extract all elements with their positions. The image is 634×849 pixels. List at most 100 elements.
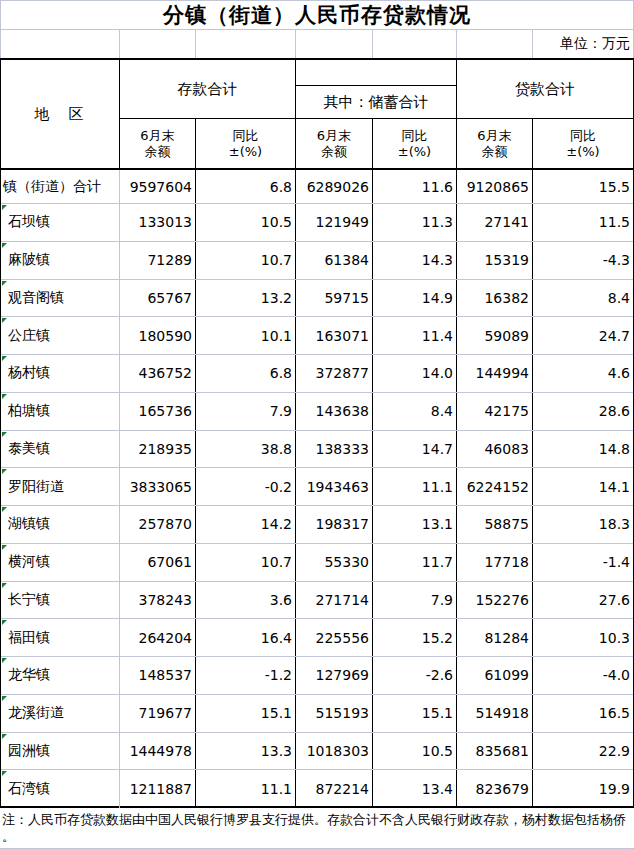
table-row: 泰美镇 218935 38.8 138333 14.7 46083 14.8: [1, 431, 633, 469]
region-cell: 园洲镇: [1, 733, 120, 770]
deposit-yoy-cell: -0.2: [196, 468, 296, 505]
table-body: 镇（街道）合计 9597604 6.8 6289026 11.6 9120865…: [0, 170, 634, 808]
deposit-yoy-cell: 13.3: [196, 733, 296, 770]
error-flag-icon: [2, 771, 7, 776]
error-flag-icon: [2, 356, 7, 361]
loan-yoy-cell: 18.3: [533, 506, 633, 543]
footnote-line: 。: [2, 828, 632, 845]
loan-yoy-cell: -4.0: [533, 657, 633, 694]
savings-balance-cell: 138333: [296, 431, 373, 468]
title-row: 分镇（街道）人民币存贷款情况: [1, 1, 633, 30]
header-sub-deposit-balance: 6月末 余额: [120, 119, 196, 169]
savings-yoy-cell: 7.9: [373, 582, 457, 619]
deposit-balance-cell: 148537: [120, 657, 196, 694]
loan-balance-cell: 144994: [457, 355, 533, 392]
deposit-yoy-cell: 7.9: [196, 393, 296, 430]
header-sub-loan-yoy: 同比 ±(%): [533, 119, 633, 169]
savings-balance-cell: 225556: [296, 619, 373, 656]
deposit-balance-cell: 67061: [120, 544, 196, 581]
savings-yoy-cell: 14.3: [373, 242, 457, 279]
savings-yoy-cell: 8.4: [373, 393, 457, 430]
deposit-yoy-cell: 16.4: [196, 619, 296, 656]
error-flag-icon: [2, 469, 7, 474]
loan-yoy-cell: 11.5: [533, 204, 633, 241]
savings-balance-cell: 163071: [296, 317, 373, 354]
region-cell: 湖镇镇: [1, 506, 120, 543]
loan-balance-cell: 81284: [457, 619, 533, 656]
error-flag-icon: [2, 432, 7, 437]
savings-balance-cell: 127969: [296, 657, 373, 694]
error-flag-icon: [2, 734, 7, 739]
deposit-balance-cell: 180590: [120, 317, 196, 354]
error-flag-icon: [2, 658, 7, 663]
table-row: 湖镇镇 257870 14.2 198317 13.1 58875 18.3: [1, 506, 633, 544]
unit-row: 单位：万元: [1, 30, 633, 58]
error-flag-icon: [2, 394, 7, 399]
deposit-yoy-cell: 15.1: [196, 695, 296, 732]
table-row: 石湾镇 1211887 11.1 872214 13.4 823679 19.9: [1, 770, 633, 808]
footnote: 注：人民币存贷款数据由中国人民银行博罗县支行提供。存款合计不含人民银行财政存款，…: [0, 808, 634, 849]
region-cell: 观音阁镇: [1, 280, 120, 317]
region-cell: 镇（街道）合计: [1, 170, 120, 203]
top-area: 分镇（街道）人民币存贷款情况 单位：万元: [0, 0, 634, 58]
unit-row-spacer: [196, 30, 296, 58]
loan-balance-cell: 823679: [457, 770, 533, 808]
deposit-balance-cell: 218935: [120, 431, 196, 468]
region-cell: 柏塘镇: [1, 393, 120, 430]
savings-balance-cell: 1018303: [296, 733, 373, 770]
savings-yoy-cell: 14.9: [373, 280, 457, 317]
loan-yoy-cell: 4.6: [533, 355, 633, 392]
error-flag-icon: [2, 696, 7, 701]
error-flag-icon: [2, 281, 7, 286]
unit-label: 单位：万元: [533, 30, 633, 58]
loan-yoy-cell: 10.3: [533, 619, 633, 656]
savings-balance-cell: 6289026: [296, 170, 373, 203]
unit-row-spacer: [296, 30, 373, 58]
header-region: 地 区: [1, 60, 120, 169]
savings-balance-cell: 198317: [296, 506, 373, 543]
loan-balance-cell: 835681: [457, 733, 533, 770]
table-row: 公庄镇 180590 10.1 163071 11.4 59089 24.7: [1, 317, 633, 355]
deposit-balance-cell: 9597604: [120, 170, 196, 203]
savings-yoy-cell: 11.3: [373, 204, 457, 241]
table-row: 长宁镇 378243 3.6 271714 7.9 152276 27.6: [1, 582, 633, 620]
region-cell: 罗阳街道: [1, 468, 120, 505]
loan-yoy-cell: 19.9: [533, 770, 633, 808]
region-cell: 泰美镇: [1, 431, 120, 468]
table-row: 横河镇 67061 10.7 55330 11.7 17718 -1.4: [1, 544, 633, 582]
region-cell: 横河镇: [1, 544, 120, 581]
deposit-balance-cell: 71289: [120, 242, 196, 279]
savings-balance-cell: 143638: [296, 393, 373, 430]
header-group-savings: 其中：储蓄合计: [296, 86, 457, 119]
region-cell: 杨村镇: [1, 355, 120, 392]
deposit-yoy-cell: 10.5: [196, 204, 296, 241]
header-group-loan: 贷款合计: [457, 60, 633, 119]
error-flag-icon: [2, 205, 7, 210]
loan-yoy-cell: 27.6: [533, 582, 633, 619]
deposit-yoy-cell: 10.7: [196, 242, 296, 279]
table-header: 地 区 存款合计 其中：储蓄合计 贷款合计 6月末 余额 同比 ±(%) 6月末…: [0, 58, 634, 170]
loan-balance-cell: 15319: [457, 242, 533, 279]
savings-yoy-cell: 14.0: [373, 355, 457, 392]
loan-balance-cell: 42175: [457, 393, 533, 430]
region-cell: 石坝镇: [1, 204, 120, 241]
error-flag-icon: [2, 545, 7, 550]
region-cell: 麻陂镇: [1, 242, 120, 279]
savings-yoy-cell: -2.6: [373, 657, 457, 694]
loan-balance-cell: 61099: [457, 657, 533, 694]
savings-yoy-cell: 13.1: [373, 506, 457, 543]
deposit-yoy-cell: 13.2: [196, 280, 296, 317]
loan-yoy-cell: -1.4: [533, 544, 633, 581]
table-row: 福田镇 264204 16.4 225556 15.2 81284 10.3: [1, 619, 633, 657]
region-cell: 龙华镇: [1, 657, 120, 694]
savings-balance-cell: 61384: [296, 242, 373, 279]
footnote-line: 注：人民币存贷款数据由中国人民银行博罗县支行提供。存款合计不含人民银行财政存款，…: [2, 811, 632, 828]
table-row: 石坝镇 133013 10.5 121949 11.3 27141 11.5: [1, 204, 633, 242]
error-flag-icon: [2, 507, 7, 512]
table-row: 麻陂镇 71289 10.7 61384 14.3 15319 -4.3: [1, 242, 633, 280]
table-row: 柏塘镇 165736 7.9 143638 8.4 42175 28.6: [1, 393, 633, 431]
deposit-yoy-cell: 6.8: [196, 355, 296, 392]
header-group-deposit: 存款合计: [120, 60, 296, 119]
error-flag-icon: [2, 318, 7, 323]
savings-balance-cell: 872214: [296, 770, 373, 808]
